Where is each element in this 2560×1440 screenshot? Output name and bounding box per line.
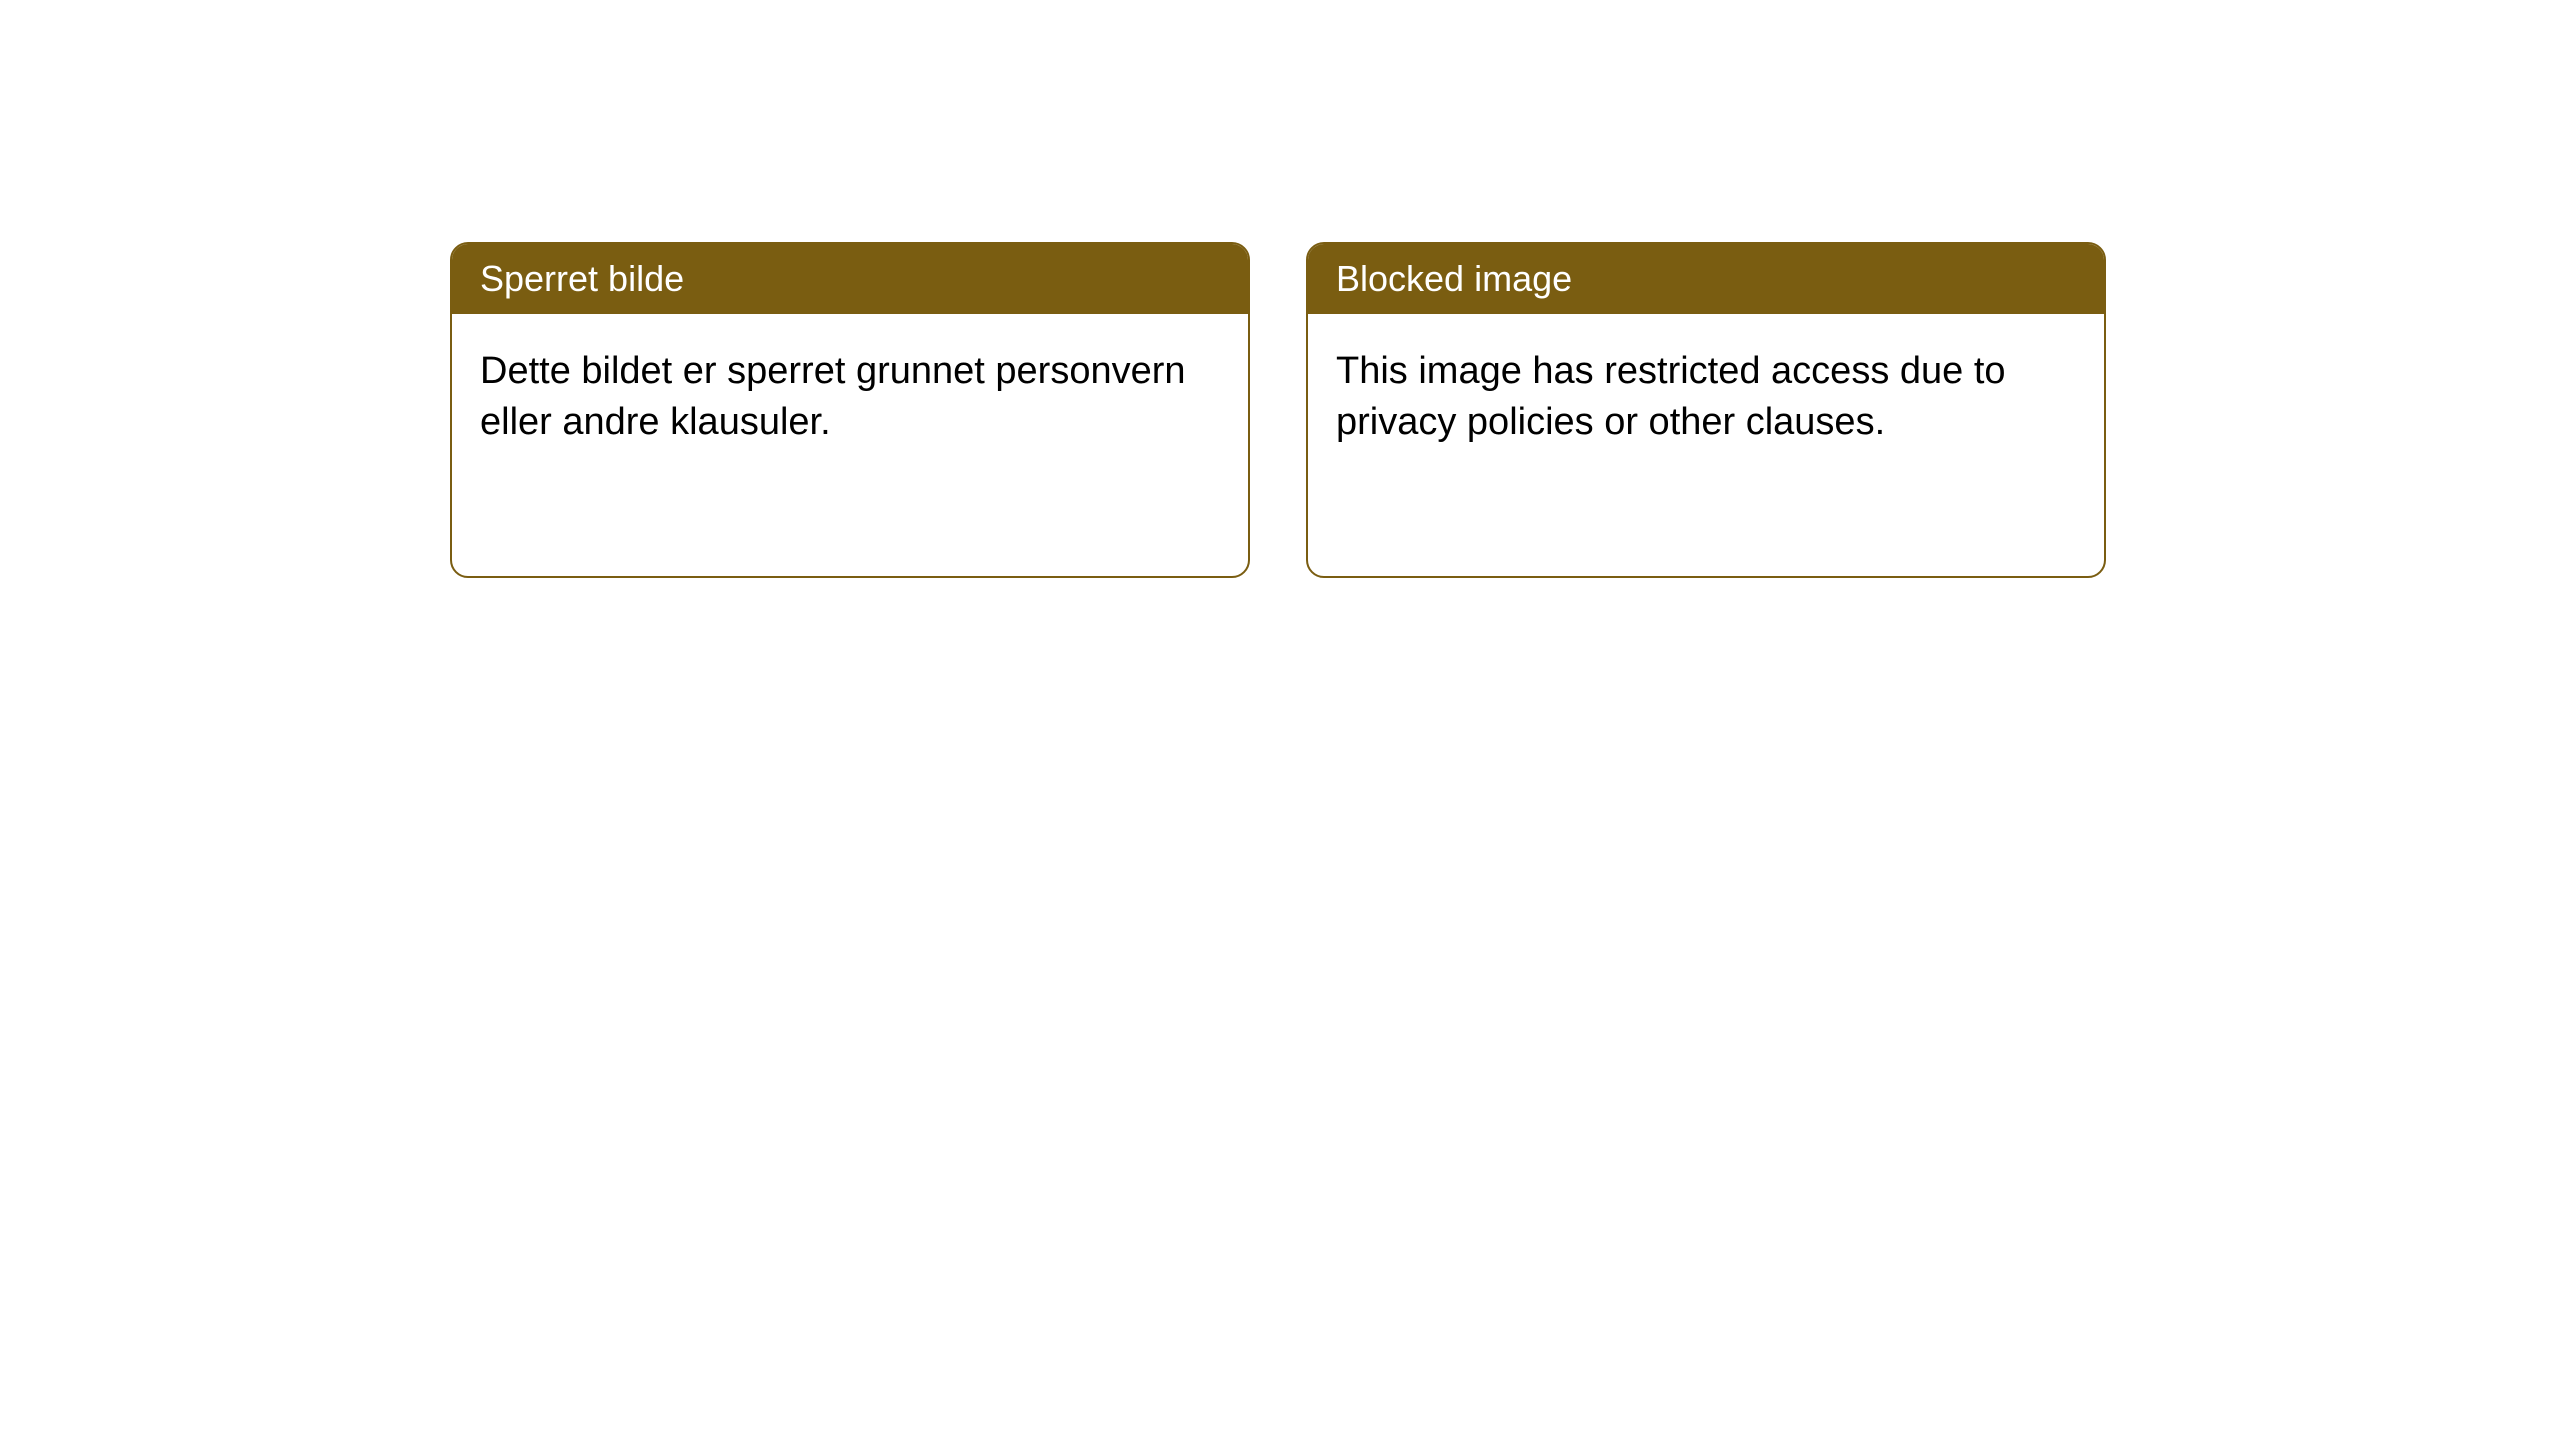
- notice-body: This image has restricted access due to …: [1308, 314, 2104, 481]
- notice-title: Sperret bilde: [480, 258, 684, 299]
- notice-message: This image has restricted access due to …: [1336, 350, 2006, 443]
- notice-card-english: Blocked image This image has restricted …: [1306, 242, 2106, 578]
- notice-message: Dette bildet er sperret grunnet personve…: [480, 350, 1186, 443]
- notice-header: Sperret bilde: [452, 244, 1248, 314]
- notice-title: Blocked image: [1336, 258, 1572, 299]
- notice-body: Dette bildet er sperret grunnet personve…: [452, 314, 1248, 481]
- notice-card-norwegian: Sperret bilde Dette bildet er sperret gr…: [450, 242, 1250, 578]
- notice-header: Blocked image: [1308, 244, 2104, 314]
- notice-container: Sperret bilde Dette bildet er sperret gr…: [450, 242, 2106, 578]
